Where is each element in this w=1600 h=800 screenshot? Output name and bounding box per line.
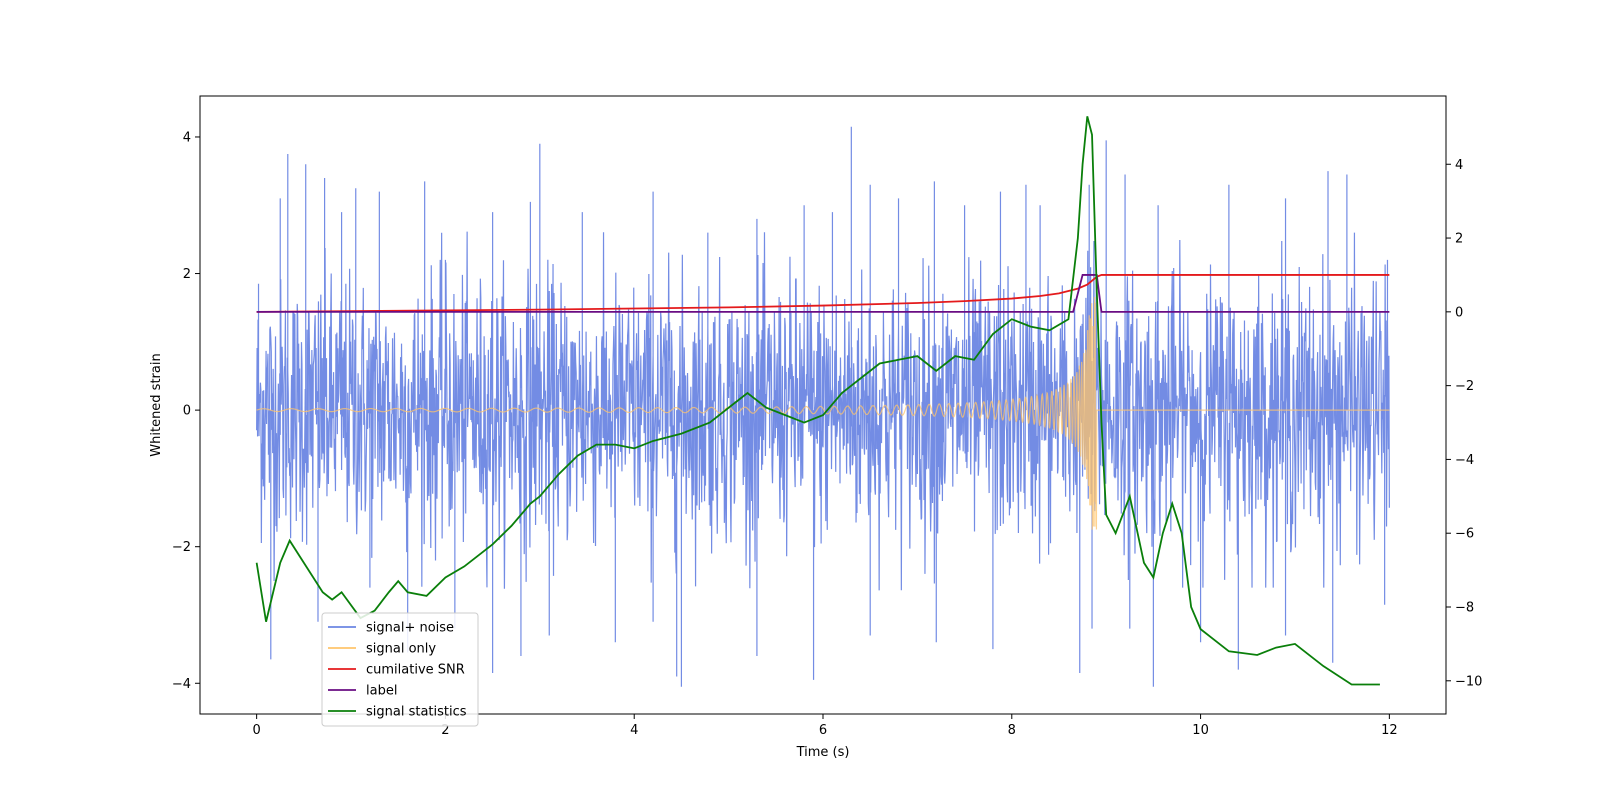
- y-tick-label: 0: [183, 404, 191, 419]
- x-tick-label: 8: [1008, 723, 1016, 738]
- y-axis-left: −4 −2 0 2 4: [172, 130, 200, 692]
- y2-tick-label: −6: [1455, 527, 1474, 542]
- y-tick-label: −2: [172, 540, 191, 555]
- series-label: [256, 274, 1390, 313]
- x-tick-label: 12: [1381, 723, 1398, 738]
- series-signal-only: [256, 297, 1390, 530]
- x-tick-label: 2: [441, 723, 449, 738]
- y2-tick-label: 2: [1455, 232, 1463, 247]
- series-signal-statistics: [255, 116, 1380, 686]
- legend: signal+ noise signal only cumilative SNR la…: [321, 612, 479, 727]
- x-tick-label: 10: [1192, 723, 1209, 738]
- legend-entry-label: label: [366, 684, 397, 699]
- y-tick-label: 2: [183, 267, 191, 282]
- y2-tick-label: 0: [1455, 305, 1463, 320]
- y2-tick-label: −10: [1455, 674, 1482, 689]
- y2-tick-label: 4: [1455, 158, 1463, 173]
- y-tick-label: −4: [172, 677, 191, 692]
- y2-tick-label: −4: [1455, 453, 1474, 468]
- y-tick-label: 4: [183, 130, 191, 145]
- legend-entry-label: signal only: [366, 642, 436, 657]
- y2-tick-label: −2: [1455, 379, 1474, 394]
- x-axis: 0 2 4 6 8 10 12: [252, 714, 1398, 738]
- x-tick-label: 4: [630, 723, 638, 738]
- x-tick-label: 0: [252, 723, 260, 738]
- legend-box: [321, 612, 479, 727]
- y-axis-right: −10 −8 −6 −4 −2 0 2 4: [1446, 158, 1482, 689]
- x-axis-label: Time (s): [796, 745, 850, 760]
- legend-entry-label: signal statistics: [366, 705, 467, 720]
- legend-entry-label: signal+ noise: [366, 621, 454, 636]
- x-tick-label: 6: [819, 723, 827, 738]
- series-cumulative-snr: [256, 274, 1390, 313]
- y2-tick-label: −8: [1455, 601, 1474, 616]
- series-layer: [255, 116, 1390, 687]
- y-axis-label: Whitened strain: [149, 353, 164, 456]
- legend-entry-label: cumilative SNR: [366, 663, 465, 678]
